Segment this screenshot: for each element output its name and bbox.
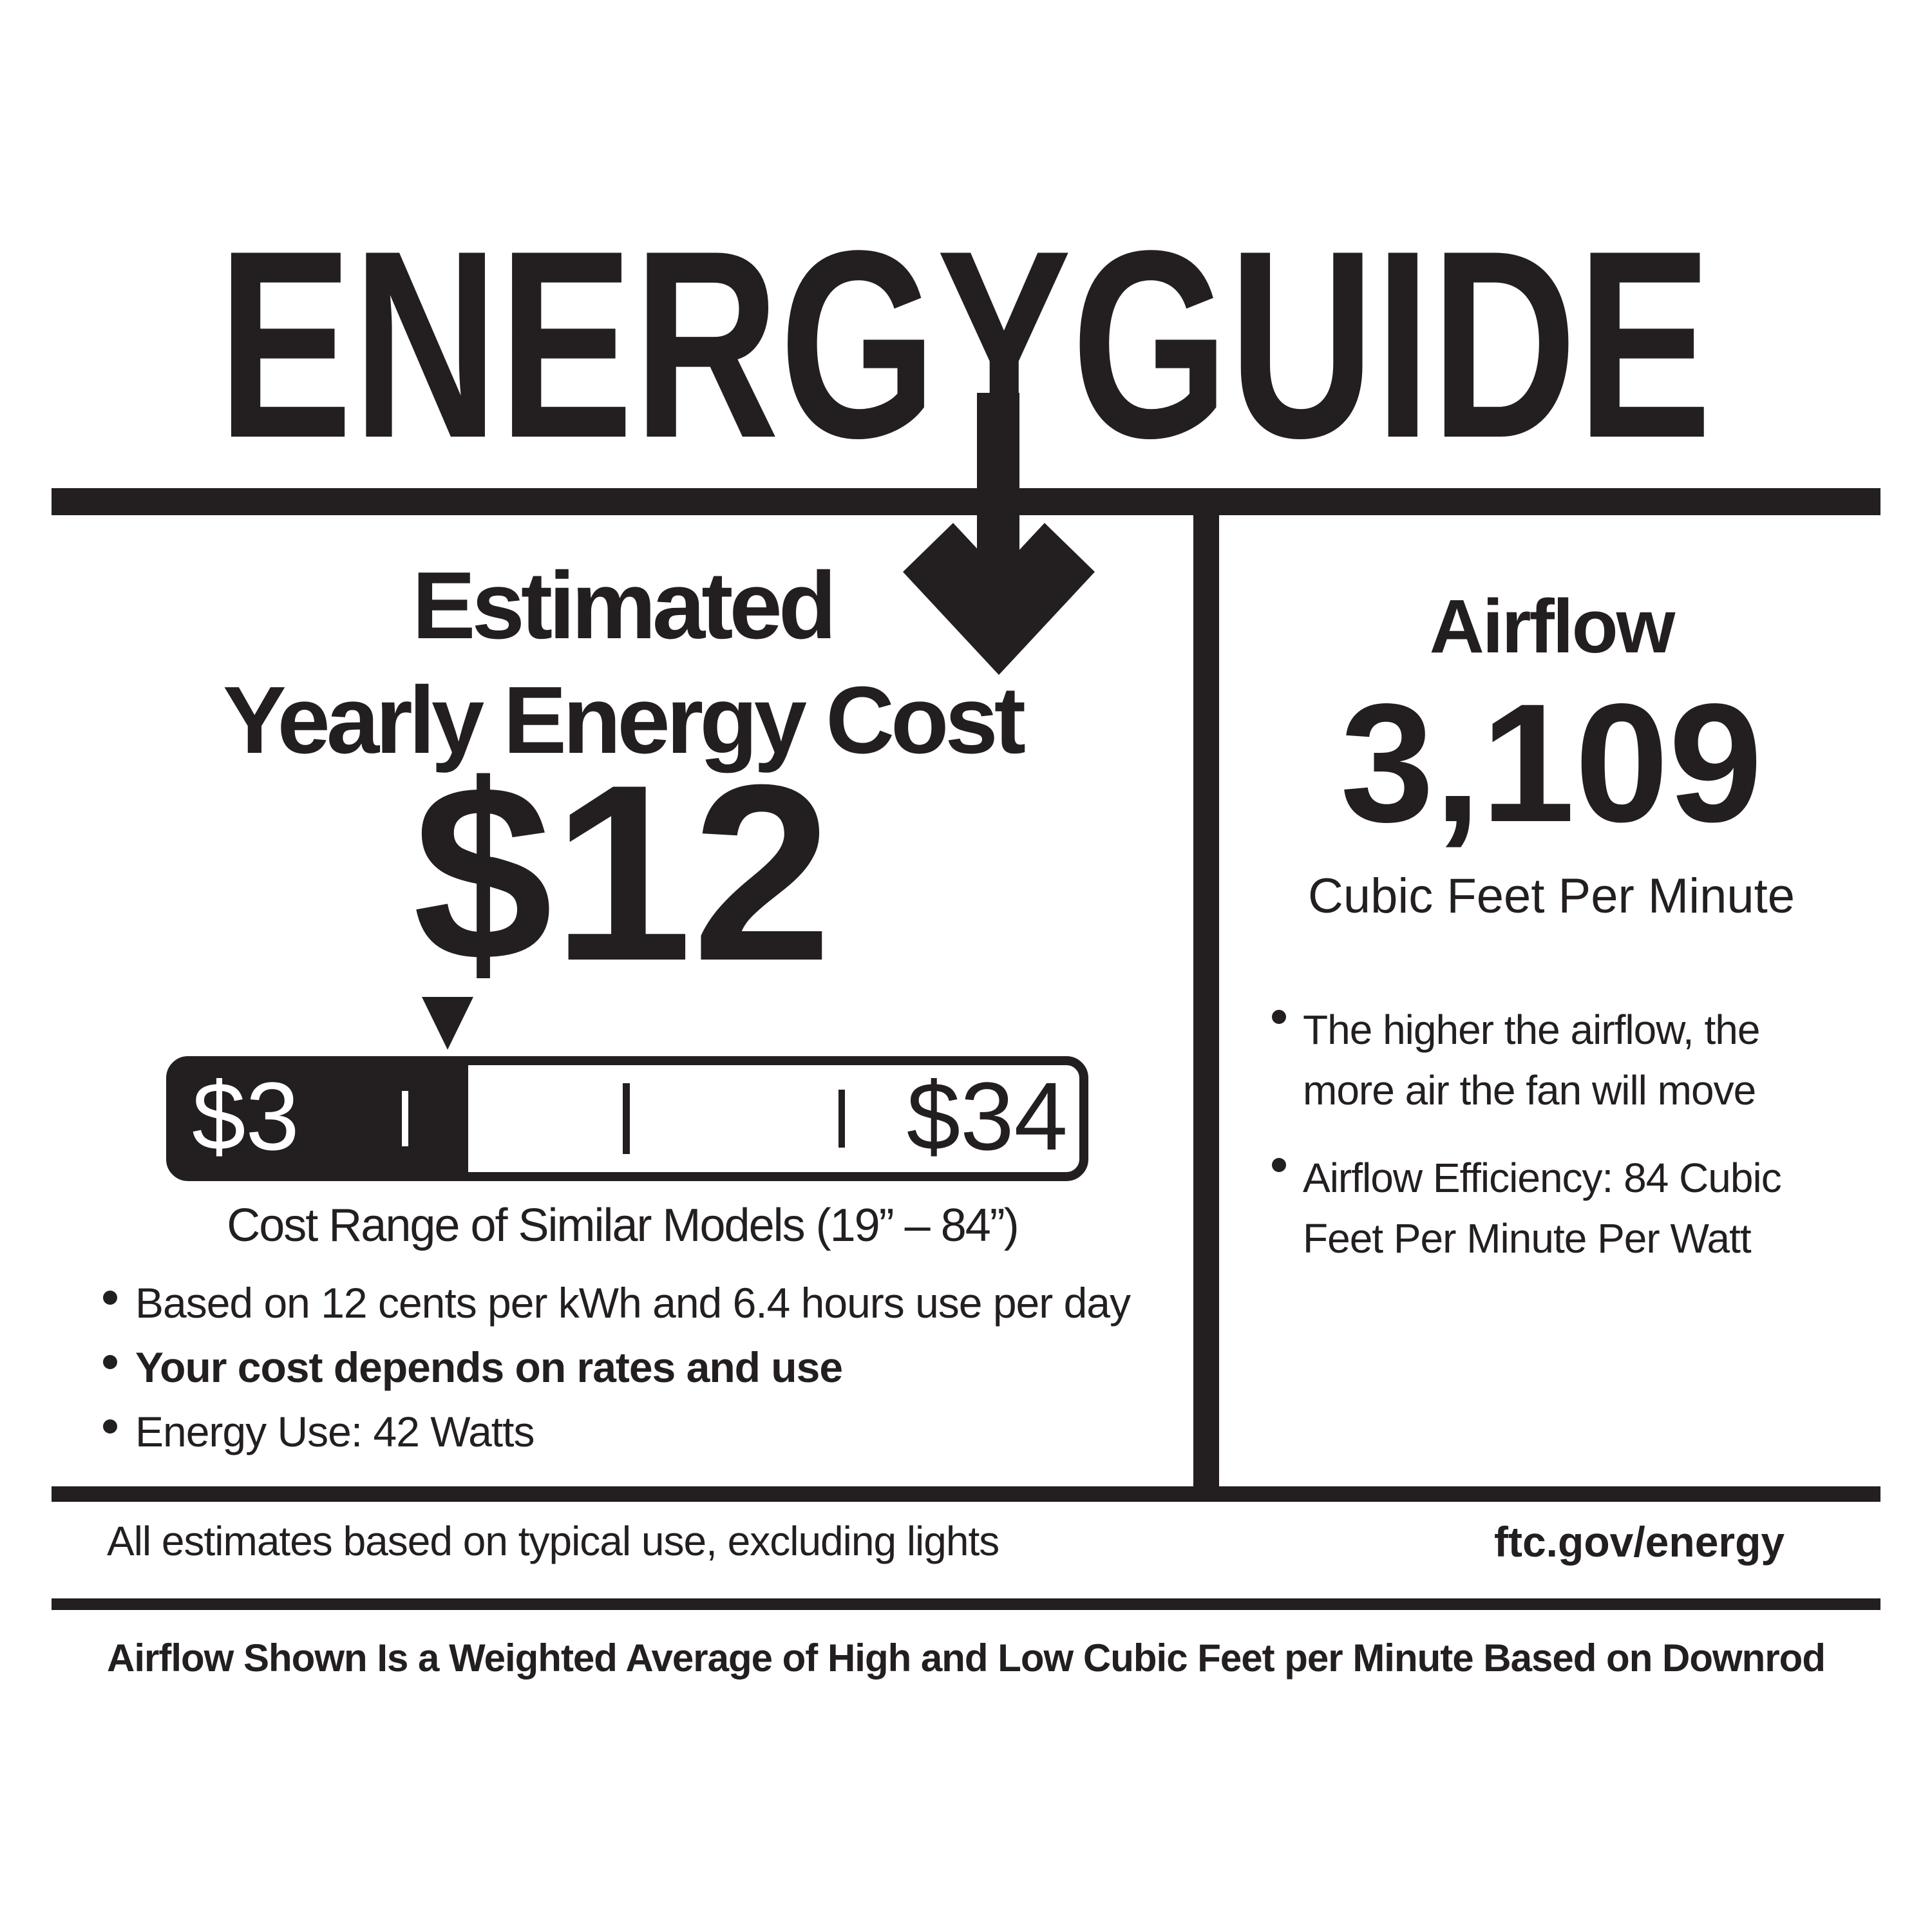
cost-notes-list: Based on 12 cents per kWh and 6.4 hours … xyxy=(103,1280,1188,1473)
cost-pointer-icon xyxy=(422,997,473,1050)
list-item: The higher the airflow, the more air the … xyxy=(1272,999,1852,1121)
cost-range-max-label: $34 xyxy=(906,1062,1068,1171)
bar-tick-3 xyxy=(838,1090,845,1148)
bullet-icon xyxy=(1272,1010,1286,1024)
heading-line-2: Yearly Energy Cost xyxy=(222,667,1026,773)
list-item: Your cost depends on rates and use xyxy=(103,1345,1188,1390)
airflow-disclaimer: Airflow Shown Is a Weighted Average of H… xyxy=(107,1636,1826,1680)
cost-range-bar-fill xyxy=(175,1065,468,1172)
yearly-energy-cost-heading: Estimated Yearly Energy Cost xyxy=(52,549,1193,778)
list-item-line: The higher the airflow, the xyxy=(1303,1007,1760,1053)
list-item: Airflow Efficiency: 84 Cubic Feet Per Min… xyxy=(1272,1148,1852,1269)
list-item-text: Based on 12 cents per kWh and 6.4 hours … xyxy=(135,1279,1131,1327)
cost-range-bar: $3 $34 xyxy=(166,1056,1088,1181)
list-item: Based on 12 cents per kWh and 6.4 hours … xyxy=(103,1280,1188,1325)
airflow-heading: Airflow xyxy=(1429,584,1676,669)
list-item-text: Airflow Efficiency: 84 Cubic Feet Per Min… xyxy=(1303,1148,1782,1269)
airflow-value: 3,109 xyxy=(1340,668,1763,857)
top-rule xyxy=(52,488,1880,515)
panel-divider xyxy=(1193,515,1219,1489)
list-item-line: more air the fan will move xyxy=(1303,1067,1756,1113)
estimated-cost-value: $12 xyxy=(413,732,832,1013)
energyguide-logo-text: ENERGYGUIDE xyxy=(218,242,1712,454)
ftc-website-link[interactable]: ftc.gov/energy xyxy=(1494,1518,1785,1566)
list-item: Energy Use: 42 Watts xyxy=(103,1409,1188,1454)
bullet-icon xyxy=(103,1355,117,1369)
list-item-text: The higher the airflow, the more air the … xyxy=(1303,999,1760,1121)
list-item-line: Airflow Efficiency: 84 Cubic xyxy=(1303,1155,1782,1201)
list-item-text: Energy Use: 42 Watts xyxy=(135,1408,535,1455)
heading-line-1: Estimated xyxy=(412,553,837,659)
bar-tick-1 xyxy=(402,1091,408,1146)
bullet-icon xyxy=(103,1419,117,1434)
list-item-text: Your cost depends on rates and use xyxy=(135,1343,843,1391)
bar-tick-2 xyxy=(623,1083,630,1154)
airflow-unit: Cubic Feet Per Minute xyxy=(1307,869,1795,923)
list-item-line: Feet Per Minute Per Watt xyxy=(1303,1215,1752,1262)
bullet-icon xyxy=(103,1291,117,1305)
bottom-rule xyxy=(52,1486,1880,1502)
cost-range-caption: Cost Range of Similar Models (19” – 84”) xyxy=(227,1200,1019,1251)
down-arrow-icon xyxy=(903,393,1095,675)
estimates-note: All estimates based on typical use, excl… xyxy=(107,1518,999,1564)
bullet-icon xyxy=(1272,1158,1286,1172)
airflow-notes-list: The higher the airflow, the more air the … xyxy=(1272,999,1852,1296)
energyguide-logo: ENERGYGUIDE xyxy=(218,242,1712,454)
cost-range-min-label: $3 xyxy=(192,1062,299,1171)
footer-rule xyxy=(52,1598,1880,1610)
